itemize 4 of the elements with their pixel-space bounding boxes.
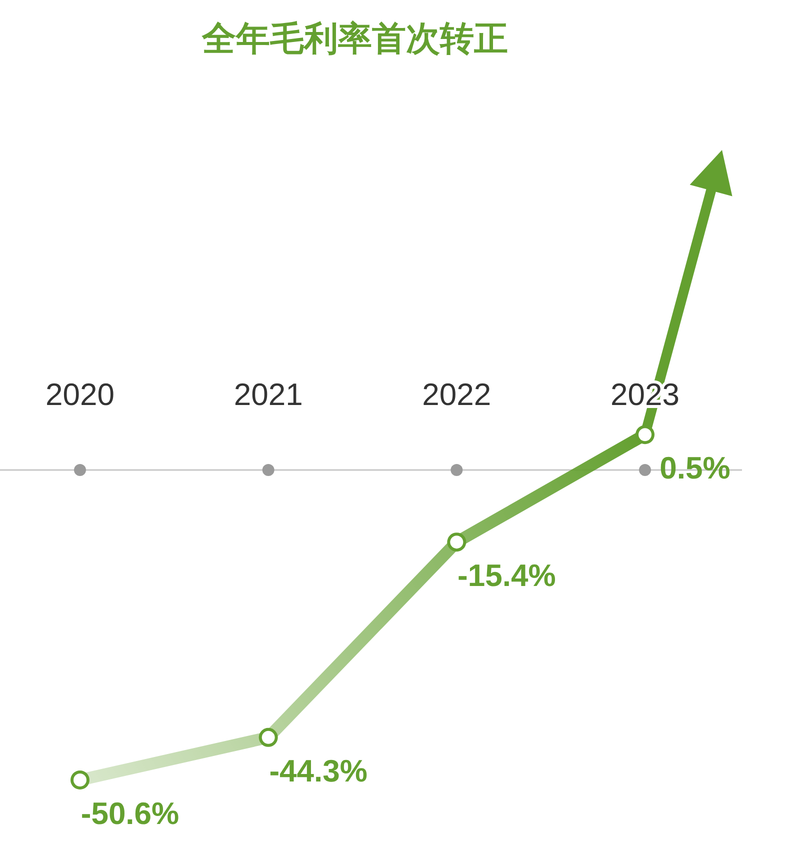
x-tick-label: 2022 — [422, 377, 492, 412]
x-tick-label: 2021 — [234, 377, 303, 412]
x-tick-label: 2020 — [46, 377, 114, 412]
chart-title: 全年毛利率首次转正 — [201, 20, 508, 58]
